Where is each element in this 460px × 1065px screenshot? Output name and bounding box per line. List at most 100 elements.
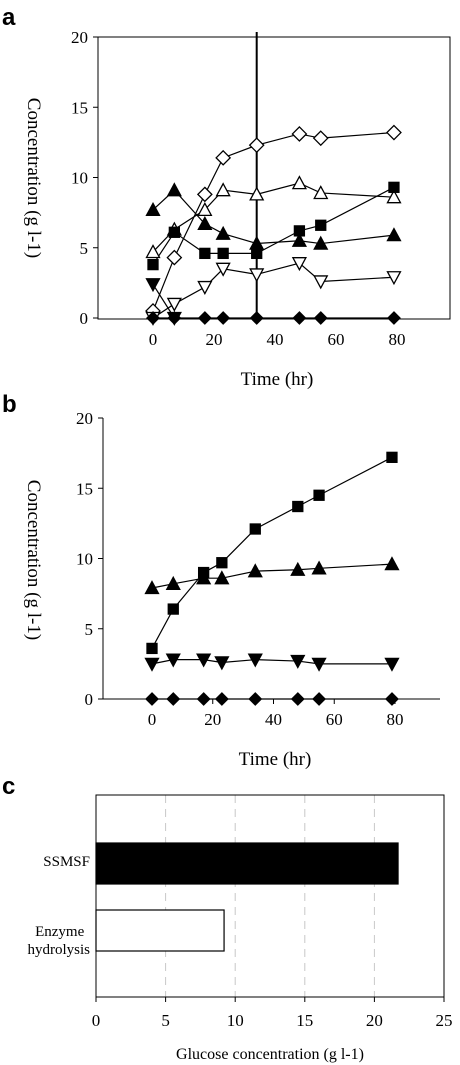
- panel-a-series-3-point: [251, 247, 263, 260]
- panel-a-series-7-point: [292, 311, 307, 325]
- panel-b-series-2-point: [290, 561, 306, 576]
- panel-b-y-tick-label: 0: [85, 690, 94, 709]
- panel-b-series-3-point: [290, 654, 306, 669]
- panel-a-series-1-point: [386, 124, 402, 141]
- panel-b-series-4-point: [214, 692, 229, 706]
- panel-b-series-2-point: [196, 570, 212, 585]
- panel-c-bar-2: [95, 909, 225, 952]
- panel-c-bars: [95, 842, 399, 952]
- panel-a-series-5-point: [215, 262, 231, 277]
- panel-a-series-6-point: [145, 278, 161, 293]
- panel-a-series-4-point: [386, 227, 402, 242]
- panel-c-plot-frame: [95, 794, 445, 998]
- panel-a-x-tick-label: 20: [206, 330, 223, 349]
- panel-a-series-5-point: [313, 275, 329, 290]
- panel-b-series-2-point: [144, 580, 160, 595]
- panel-c-gridlines: [165, 795, 375, 997]
- panel-b-x-tick-label: 0: [148, 710, 157, 729]
- panel-b-x-axis-title: Time (hr): [239, 749, 312, 770]
- panel-b-series-2-point: [165, 575, 181, 590]
- panel-a-series-2-point: [386, 189, 402, 204]
- panel-a-series-2-point: [313, 185, 329, 200]
- panel-a-series-7-point: [313, 311, 328, 325]
- panel-b-series-4-point: [196, 692, 211, 706]
- panel-a-series-7-point: [249, 311, 264, 325]
- panel-a-series-5-point: [291, 257, 307, 272]
- panel-c-x-tick-label: 5: [161, 1011, 170, 1030]
- panel-a-series-5-point: [197, 280, 213, 295]
- panel-a-series-4-point: [313, 235, 329, 250]
- panel-b-series-4-point: [385, 692, 399, 706]
- panel-b-series-3-point: [196, 653, 212, 668]
- panel-a-series-7-point: [387, 311, 401, 325]
- panel-b-series: [144, 451, 400, 706]
- panel-a-series-4-point: [166, 182, 182, 197]
- panel-c-x-tick-label: 0: [92, 1011, 101, 1030]
- panel-b-series-1-point: [313, 489, 325, 501]
- panel-a-series-1-point: [312, 130, 329, 147]
- panel-a-series-4-point: [249, 235, 265, 250]
- panel-b-series-4-point: [312, 692, 326, 706]
- panel-b-series-2-point: [214, 570, 230, 585]
- panel-a-y-tick-label: 5: [80, 239, 89, 258]
- panel-b-series-3-point: [144, 657, 160, 672]
- panel-a-series-3-point: [147, 258, 159, 271]
- panel-b-series-1-point: [249, 523, 261, 535]
- panel-a-series-7-point: [146, 311, 160, 325]
- panel-c-x-tick-label: 20: [366, 1011, 383, 1030]
- panel-a-x-tick-label: 40: [267, 330, 284, 349]
- panel-b-series-4-point: [248, 692, 263, 706]
- panel-a-series-4-point: [291, 232, 307, 247]
- panel-b-series-4-point: [166, 692, 181, 706]
- panel-a-series-1-point: [215, 149, 232, 166]
- panel-a-series: [145, 124, 402, 326]
- panel-c-category-label-enzyme: Enzyme hydrolysis: [27, 924, 90, 958]
- panel-a-series-2-point: [197, 201, 213, 216]
- panel-a-series-5-point: [249, 268, 265, 283]
- panel-b-series-1-point: [167, 603, 179, 615]
- panel-a-y-tick-label: 0: [80, 309, 89, 328]
- panel-a-series-3-point: [168, 226, 181, 238]
- panel-c-x-tick-label: 25: [436, 1011, 453, 1030]
- panel-a-letter: a: [2, 4, 16, 31]
- panel-a-series-3-point: [315, 219, 327, 231]
- panel-c-x-ticks: 0 5 10 15 20 25: [92, 997, 453, 1030]
- panel-a-y-tick-label: 10: [71, 169, 88, 188]
- panel-a-x-tick-label: 0: [149, 330, 158, 349]
- panel-a-series-2-point: [249, 186, 265, 201]
- panel-b-letter: b: [2, 391, 17, 418]
- panel-a-series-2-point: [145, 244, 161, 259]
- panel-a-series-3-point: [388, 181, 400, 193]
- panel-a-series-7-point: [216, 311, 231, 325]
- panel-a-series-1-line: [152, 131, 394, 312]
- panel-a-x-ticks: 0 20 40 60 80: [149, 330, 406, 349]
- panel-c: c 0 5 10 15 20 25 SSMSF Enzyme hydrolysis Glu…: [2, 773, 453, 1063]
- panel-b-y-axis-title: Concentration (g l-1): [23, 480, 44, 640]
- panel-b-y-ticks: 0 5 10 15 20: [76, 409, 103, 709]
- panel-a-series-4-point: [215, 225, 231, 240]
- panel-c-x-tick-label: 15: [296, 1011, 313, 1030]
- panel-b-series-2-point: [247, 563, 263, 578]
- panel-b-series-1-line: [151, 456, 393, 649]
- panel-b-x-tick-label: 20: [204, 710, 221, 729]
- panel-c-x-tick-label: 10: [227, 1011, 244, 1030]
- panel-c-letter: c: [2, 773, 15, 800]
- panel-b-series-3-point: [247, 653, 263, 668]
- panel-a-x-tick-label: 60: [328, 330, 345, 349]
- panel-b-series-1-point: [292, 500, 304, 513]
- panel-a-series-1-point: [166, 249, 183, 266]
- panel-a-y-axis-title: Concentration (g l-1): [23, 98, 44, 258]
- panel-b-series-1-point: [216, 557, 228, 569]
- panel-b-y-tick-label: 15: [76, 479, 93, 498]
- panel-b-y-tick-label: 20: [76, 409, 93, 428]
- panel-a-series-2-point: [215, 182, 231, 197]
- panel-a-x-axis-title: Time (hr): [241, 369, 314, 390]
- panel-b-x-tick-label: 40: [265, 710, 282, 729]
- panel-a-series-7-point: [197, 311, 212, 325]
- panel-b-series-4-point: [290, 692, 305, 706]
- panel-a-series-3-point: [199, 247, 211, 260]
- panel-a-series-5-point: [386, 271, 402, 286]
- panel-a-series-5-line: [152, 262, 394, 319]
- panel-c-category-label-ssmsf: SSMSF: [43, 854, 90, 870]
